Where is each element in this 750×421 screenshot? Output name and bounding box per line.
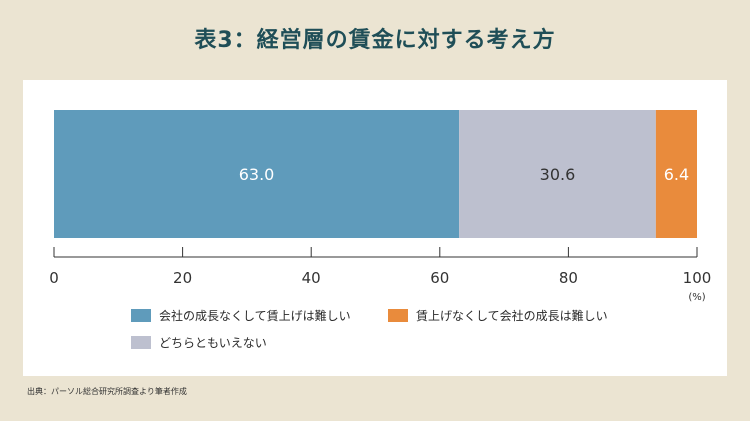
legend-swatch: [131, 336, 151, 349]
x-axis-unit: (%): [688, 292, 705, 303]
legend-swatch: [388, 309, 408, 322]
bar-value-label: 30.6: [540, 165, 576, 184]
bar-value-label: 6.4: [664, 165, 689, 184]
x-tick-label: 60: [430, 269, 449, 287]
chart-title: 表3：経営層の賃金に対する考え方: [194, 28, 556, 53]
x-tick-label: 80: [559, 269, 578, 287]
legend-label: どちらともいえない: [159, 336, 267, 350]
x-tick-label: 100: [683, 269, 712, 287]
x-tick-label: 20: [173, 269, 192, 287]
legend-item-growth-first: 会社の成長なくして賃上げは難しい: [131, 307, 351, 324]
legend-item-neutral: どちらともいえない: [131, 334, 267, 351]
x-tick-label: 40: [302, 269, 321, 287]
legend-item-wage-first: 賃上げなくして会社の成長は難しい: [388, 307, 608, 324]
bar-segment: [655, 110, 697, 238]
x-tick-label: 0: [49, 269, 59, 287]
chart-panel: 63.0 30.6 6.4 0 20 40 60 80 100 (%) 会社の成長なくして賃上げは…: [23, 80, 727, 376]
bar-segment: [54, 110, 460, 238]
legend-label: 賃上げなくして会社の成長は難しい: [416, 309, 608, 323]
bar-value-label: 63.0: [239, 165, 275, 184]
source-note: 出典：パーソル総合研究所調査より筆者作成: [27, 387, 187, 396]
legend-swatch: [131, 309, 151, 322]
stacked-bar-chart: 63.0 30.6 6.4 0 20 40 60 80 100 (%): [49, 110, 712, 303]
legend-label: 会社の成長なくして賃上げは難しい: [159, 309, 351, 323]
bar-segment: [459, 110, 656, 238]
